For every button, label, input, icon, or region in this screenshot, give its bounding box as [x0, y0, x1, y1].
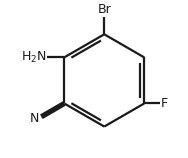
Text: N: N: [30, 112, 39, 125]
Text: F: F: [160, 97, 168, 110]
Text: H$_2$N: H$_2$N: [21, 50, 46, 65]
Text: Br: Br: [97, 3, 111, 16]
